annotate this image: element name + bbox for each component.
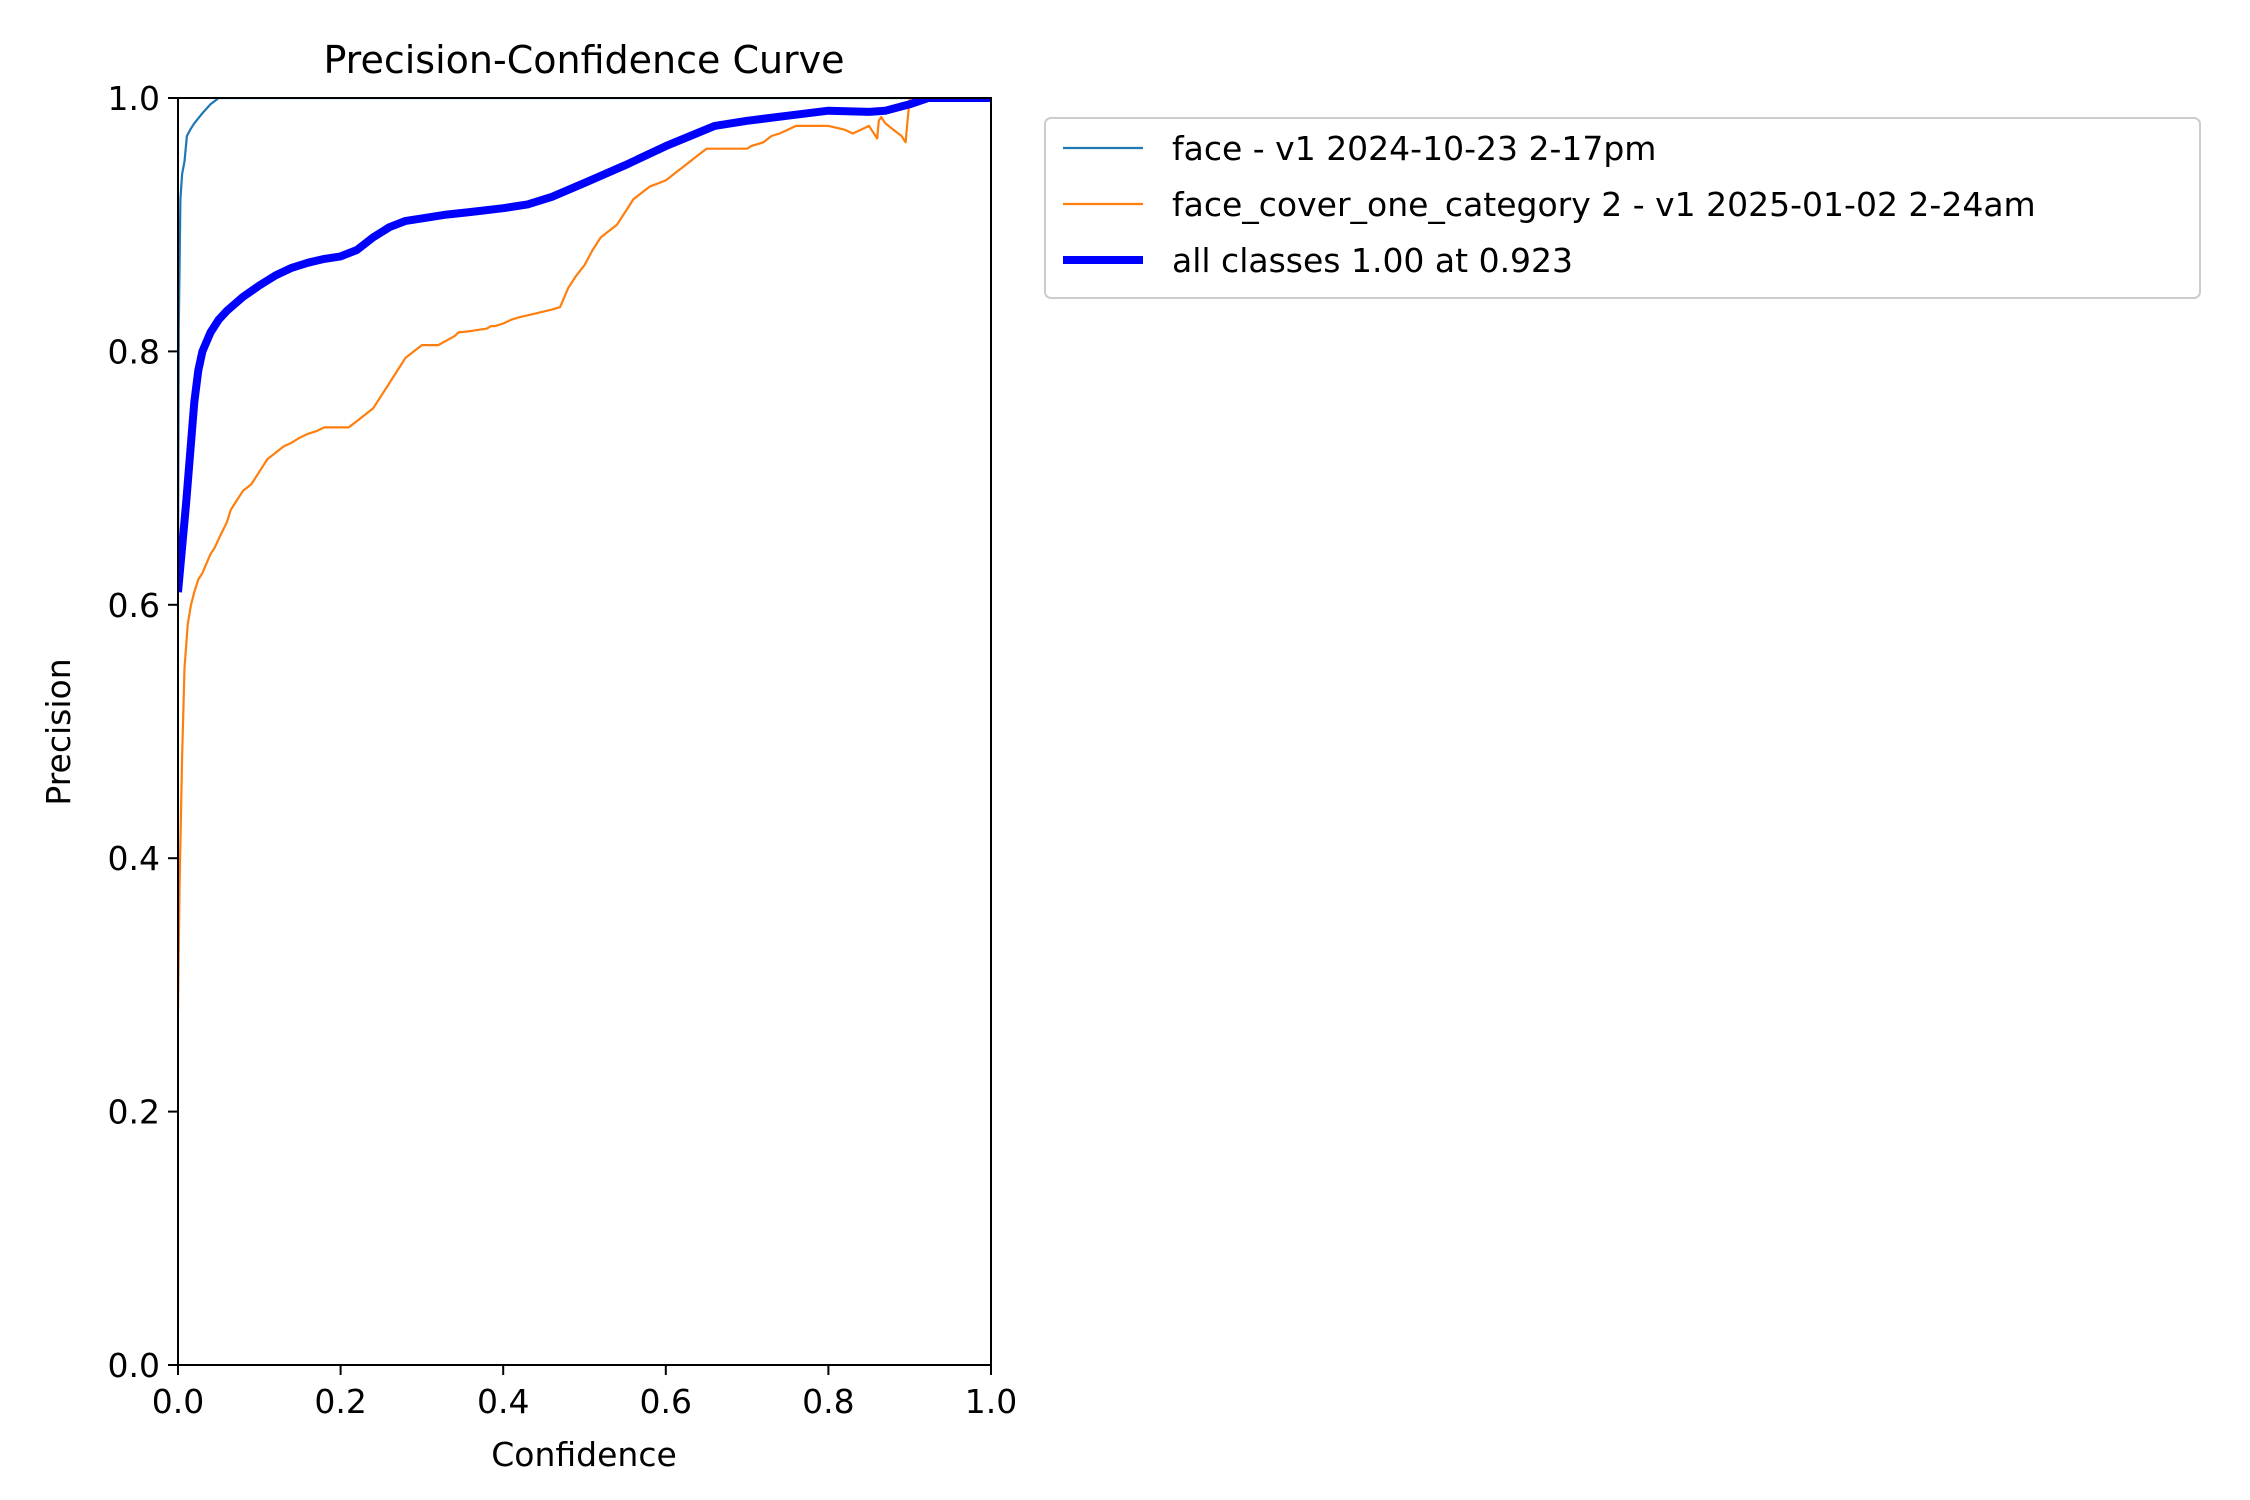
- x-tick-label: 0.0: [152, 1382, 204, 1421]
- y-tick-label: 0.4: [108, 839, 160, 878]
- series-line-2: [178, 98, 991, 1011]
- x-axis-label: Confidence: [491, 1435, 677, 1474]
- y-tick-label: 0.8: [108, 332, 160, 371]
- y-tick-label: 0.6: [108, 586, 160, 625]
- legend-label-2: face_cover_one_category 2 - v1 2025-01-0…: [1172, 185, 2036, 224]
- y-tick-label: 0.2: [108, 1093, 160, 1132]
- y-tick-label: 1.0: [108, 79, 160, 118]
- x-tick-label: 0.4: [477, 1382, 529, 1421]
- chart-title: Precision-Confidence Curve: [323, 38, 844, 82]
- legend: face - v1 2024-10-23 2-17pm face_cover_on…: [1044, 117, 2201, 299]
- series-layer: [178, 98, 991, 1011]
- x-tick-label: 0.2: [314, 1382, 366, 1421]
- legend-label-3: all classes 1.00 at 0.923: [1172, 241, 1573, 280]
- y-axis-ticks: 0.0 0.2 0.4 0.6 0.8 1.0: [108, 79, 178, 1385]
- legend-label-1: face - v1 2024-10-23 2-17pm: [1172, 129, 1656, 168]
- x-axis-ticks: 0.0 0.2 0.4 0.6 0.8 1.0: [152, 1365, 1017, 1421]
- y-axis-label: Precision: [39, 658, 78, 805]
- plot-frame: [177, 97, 992, 1366]
- x-tick-label: 1.0: [965, 1382, 1017, 1421]
- legend-frame: [1044, 117, 2201, 299]
- series-line-3: [178, 98, 991, 593]
- x-tick-label: 0.6: [640, 1382, 692, 1421]
- y-tick-label: 0.0: [108, 1346, 160, 1385]
- series-line-1: [178, 98, 991, 580]
- x-tick-label: 0.8: [802, 1382, 854, 1421]
